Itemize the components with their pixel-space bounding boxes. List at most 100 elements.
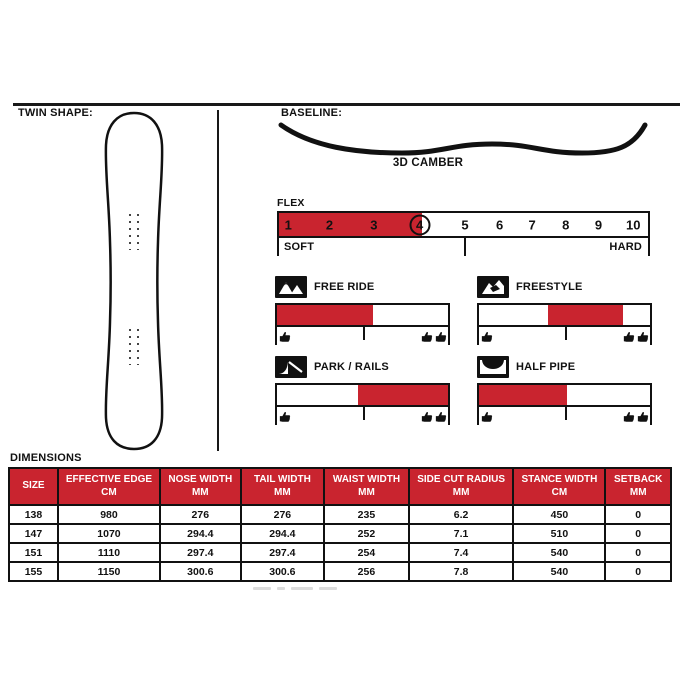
- rating-fill: [479, 385, 568, 405]
- rating-bar: [477, 383, 652, 407]
- table-row: 151 1110 297.4 297.4 254 7.4 540 0: [8, 542, 672, 563]
- thumb-up-icon: [421, 332, 433, 342]
- halfpipe-icon: [477, 356, 509, 378]
- thumb-up-icon: [637, 332, 649, 342]
- rating-bar: [275, 303, 450, 327]
- dimensions-title: DIMENSIONS: [10, 452, 82, 464]
- cell: 151: [8, 542, 59, 563]
- cell: 297.4: [158, 542, 242, 563]
- cell: 450: [512, 504, 607, 525]
- cell: 0: [604, 523, 672, 544]
- flex-3: 3: [370, 217, 378, 232]
- dimensions-table: SIZE EFFECTIVE EDGE CM NOSE WIDTH MM TAIL …: [8, 467, 672, 582]
- flex-soft-hard-scale: SOFT HARD: [277, 238, 650, 256]
- cell: 294.4: [239, 523, 326, 544]
- cell: 1110: [56, 542, 161, 563]
- flex-9: 9: [594, 217, 603, 232]
- flex-7: 7: [528, 217, 536, 232]
- cell: 980: [56, 504, 161, 525]
- cell: 235: [323, 504, 410, 525]
- cell: 294.4: [158, 523, 242, 544]
- cell: 276: [239, 504, 326, 525]
- thumb-up-icon: [279, 332, 291, 342]
- thumb-up-icon: [481, 412, 493, 422]
- flex-10: 10: [626, 217, 641, 232]
- cell: 1150: [56, 561, 161, 582]
- top-rule: [13, 103, 680, 106]
- park-rail-icon: [275, 356, 307, 378]
- cell: 0: [604, 504, 672, 525]
- table-row: 138 980 276 276 235 6.2 450 0: [8, 504, 672, 525]
- cell: 510: [512, 523, 607, 544]
- baseline-label: BASELINE:: [281, 107, 343, 119]
- rating-fill: [358, 385, 448, 405]
- cell: 297.4: [239, 542, 326, 563]
- table-header-row: SIZE EFFECTIVE EDGE CM NOSE WIDTH MM TAIL …: [8, 467, 672, 506]
- flex-1: 1: [284, 217, 292, 232]
- flex-soft-label: SOFT: [284, 241, 315, 253]
- cell: 138: [8, 504, 59, 525]
- col-nose-width: NOSE WIDTH MM: [158, 467, 242, 506]
- cell: 300.6: [239, 561, 326, 582]
- flex-5: 5: [461, 217, 469, 232]
- rating-label: FREESTYLE: [516, 281, 583, 293]
- cell: 155: [8, 561, 59, 582]
- rating-fill: [548, 305, 624, 325]
- freestyle-jump-icon: [477, 276, 509, 298]
- col-effective-edge: EFFECTIVE EDGE CM: [56, 467, 161, 506]
- cell: 6.2: [407, 504, 515, 525]
- col-side-cut-radius: SIDE CUT RADIUS MM: [407, 467, 515, 506]
- thumb-up-icon: [623, 412, 635, 422]
- rating-scale: [275, 327, 450, 345]
- snowboard-outline: [104, 111, 164, 451]
- thumb-up-icon: [481, 332, 493, 342]
- rating-fill: [277, 305, 373, 325]
- flex-4-circled: 4: [409, 214, 431, 235]
- rating-bar: [477, 303, 652, 327]
- thumb-up-icon: [623, 332, 635, 342]
- thumb-up-icon: [435, 332, 447, 342]
- thumb-up-icon: [435, 412, 447, 422]
- rating-park-rails: PARK / RAILS: [275, 356, 450, 425]
- panel-divider: [217, 110, 219, 451]
- thumb-up-icon: [279, 412, 291, 422]
- col-setback: SETBACK MM: [604, 467, 672, 506]
- flex-hard-label: HARD: [609, 241, 642, 253]
- mountains-icon: [275, 276, 307, 298]
- camber-profile-curve: [278, 122, 648, 156]
- col-tail-width: TAIL WIDTH MM: [239, 467, 326, 506]
- cell: 252: [323, 523, 410, 544]
- cell: 276: [158, 504, 242, 525]
- rating-half-pipe: HALF PIPE: [477, 356, 652, 425]
- cell: 7.4: [407, 542, 515, 563]
- rating-free-ride: FREE RIDE: [275, 276, 450, 345]
- cell: 7.8: [407, 561, 515, 582]
- cell: 0: [604, 542, 672, 563]
- flex-scale-bar: 1 2 3 4 5 6 7 8 9 10: [277, 211, 650, 238]
- rating-scale: [477, 407, 652, 425]
- col-size: SIZE: [8, 467, 59, 506]
- rating-bar: [275, 383, 450, 407]
- twin-shape-label: TWIN SHAPE:: [18, 107, 93, 119]
- rating-scale: [477, 327, 652, 345]
- rating-label: FREE RIDE: [314, 281, 375, 293]
- flex-2: 2: [325, 217, 334, 232]
- cell: 300.6: [158, 561, 242, 582]
- rating-scale: [275, 407, 450, 425]
- cell: 1070: [56, 523, 161, 544]
- faint-print-artifact: [253, 587, 337, 590]
- cell: 540: [512, 561, 607, 582]
- thumb-up-icon: [637, 412, 649, 422]
- rating-label: HALF PIPE: [516, 361, 576, 373]
- flex-8: 8: [562, 217, 570, 232]
- cell: 7.1: [407, 523, 515, 544]
- cell: 540: [512, 542, 607, 563]
- col-waist-width: WAIST WIDTH MM: [323, 467, 410, 506]
- camber-caption: 3D CAMBER: [392, 157, 464, 169]
- flex-6: 6: [496, 217, 504, 232]
- rating-label: PARK / RAILS: [314, 361, 389, 373]
- rating-freestyle: FREESTYLE: [477, 276, 652, 345]
- cell: 147: [8, 523, 59, 544]
- cell: 254: [323, 542, 410, 563]
